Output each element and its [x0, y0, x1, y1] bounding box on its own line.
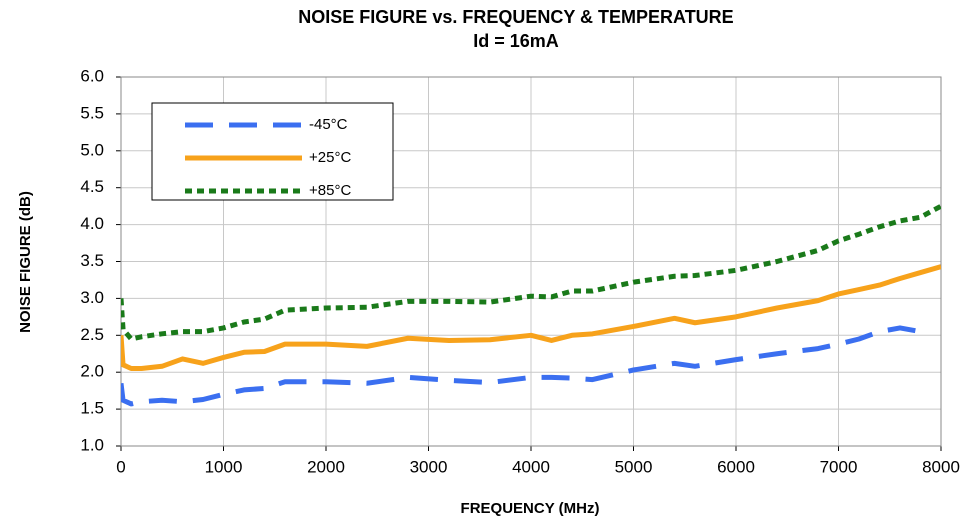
series-line — [121, 264, 941, 372]
series-line — [121, 325, 921, 407]
y-tick-label: 6.0 — [80, 66, 104, 85]
x-tick-label: 4000 — [512, 457, 550, 476]
y-tick-label: 4.0 — [80, 214, 104, 233]
y-tick-label: 2.0 — [80, 362, 104, 381]
x-tick-label: 2000 — [307, 457, 345, 476]
y-tick-label: 1.0 — [80, 435, 104, 454]
plot-frame — [120, 76, 942, 447]
y-tick-label: 4.5 — [80, 177, 104, 196]
x-tick-label: 1000 — [205, 457, 243, 476]
y-tick-label: 2.5 — [80, 325, 104, 344]
x-tick-label: 3000 — [410, 457, 448, 476]
legend-label: -45°C — [309, 116, 348, 133]
y-tick-label: 3.0 — [80, 288, 104, 307]
chart-subtitle: Id = 16mA — [473, 31, 559, 51]
x-tick-label: 7000 — [820, 457, 858, 476]
x-tick-label: 0 — [116, 457, 125, 476]
y-tick-label: 5.5 — [80, 103, 104, 122]
x-tick-label: 8000 — [922, 457, 960, 476]
y-tick-label: 1.5 — [80, 399, 104, 418]
y-tick-label: 3.5 — [80, 251, 104, 270]
x-tick-label: 5000 — [615, 457, 653, 476]
legend-label: +85°C — [309, 182, 351, 199]
x-tick-label: 6000 — [717, 457, 755, 476]
series-line — [121, 203, 941, 342]
legend-box — [151, 102, 394, 201]
chart-title: NOISE FIGURE vs. FREQUENCY & TEMPERATURE — [298, 7, 733, 27]
y-tick-label: 5.0 — [80, 140, 104, 159]
x-axis-title: FREQUENCY (MHz) — [461, 500, 600, 517]
y-axis-title: NOISE FIGURE (dB) — [17, 191, 34, 333]
legend-label: +25°C — [309, 149, 351, 166]
